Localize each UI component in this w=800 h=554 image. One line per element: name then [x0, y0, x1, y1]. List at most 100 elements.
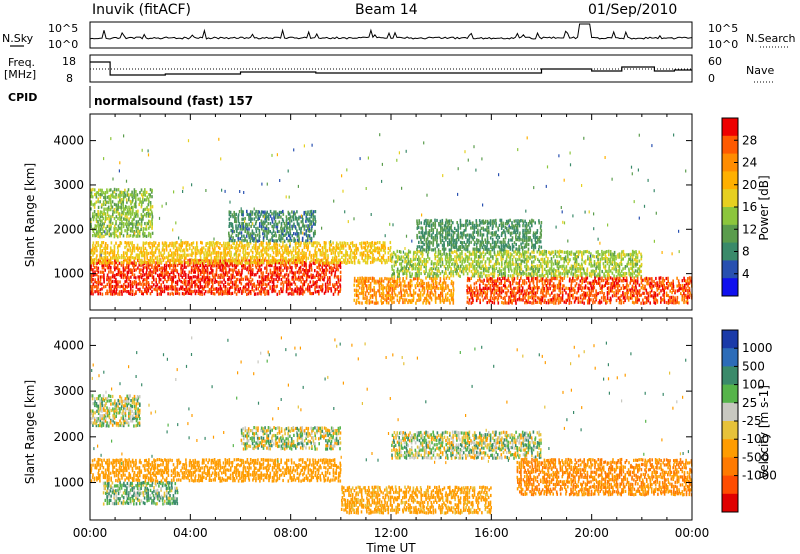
heatmap-cell — [99, 270, 102, 274]
heatmap-cell — [511, 274, 514, 278]
heatmap-cell — [342, 253, 345, 257]
heatmap-cell — [216, 290, 218, 294]
heatmap-cell — [536, 272, 538, 276]
heatmap-cell — [226, 253, 228, 257]
heatmap-cell — [260, 225, 263, 229]
heatmap-cell — [460, 270, 463, 274]
heatmap-cell — [445, 252, 448, 256]
heatmap-cell — [274, 258, 277, 262]
heatmap-cell — [516, 272, 519, 276]
heatmap-cell — [396, 267, 399, 271]
heatmap-cell — [271, 263, 273, 268]
heatmap-cell — [131, 248, 134, 253]
heatmap-cell — [169, 263, 171, 268]
heatmap-cell — [133, 215, 136, 219]
heatmap-cell — [285, 215, 288, 219]
heatmap-cell — [244, 289, 247, 294]
heatmap-cell — [221, 269, 223, 273]
heatmap-cell — [255, 254, 257, 258]
heatmap-cell — [120, 227, 123, 231]
heatmap-cell — [432, 262, 435, 266]
heatmap-cell — [241, 271, 243, 275]
heatmap-cell — [131, 268, 133, 272]
heatmap-cell — [404, 260, 406, 264]
heatmap-cell — [154, 268, 157, 272]
heatmap-cell — [429, 294, 431, 298]
heatmap-cell — [354, 253, 356, 257]
heatmap-cell — [260, 275, 263, 279]
heatmap-cell — [582, 267, 585, 271]
heatmap-cell — [369, 255, 372, 259]
heatmap-cell — [622, 249, 625, 254]
heatmap-cell — [624, 253, 626, 257]
heatmap-cell — [117, 284, 119, 289]
heatmap-cell — [294, 271, 296, 275]
heatmap-cell — [366, 245, 369, 249]
heatmap-cell — [419, 293, 422, 297]
heatmap-cell — [326, 261, 329, 265]
heatmap-cell — [547, 261, 549, 265]
heatmap-cell — [500, 291, 503, 295]
heatmap-cell — [433, 264, 435, 268]
heatmap-cell — [124, 256, 126, 260]
heatmap-cell — [277, 259, 279, 263]
heatmap-cell — [254, 233, 257, 237]
heatmap-cell — [316, 270, 318, 274]
heatmap-cell — [219, 256, 222, 260]
heatmap-cell — [140, 219, 143, 223]
heatmap-cell — [357, 293, 359, 297]
heatmap-cell — [208, 280, 211, 284]
heatmap-cell — [149, 214, 151, 218]
heatmap-cell — [130, 275, 132, 279]
heatmap-cell — [108, 266, 110, 270]
heatmap-cell — [93, 285, 96, 289]
heatmap-cell — [199, 253, 202, 257]
heatmap-cell — [227, 290, 229, 294]
heatmap-cell — [96, 287, 98, 291]
heatmap-cell — [321, 265, 323, 269]
heatmap-cell — [149, 232, 152, 236]
heatmap-cell — [330, 287, 332, 291]
heatmap-cell — [547, 250, 550, 254]
heatmap-cell — [295, 217, 297, 221]
heatmap-cell — [287, 239, 290, 243]
heatmap-cell — [135, 214, 137, 218]
heatmap-cell — [129, 279, 132, 284]
heatmap-cell — [108, 224, 110, 228]
heatmap-cell — [551, 300, 553, 304]
heatmap-cell — [289, 242, 291, 246]
heatmap-cell — [361, 251, 363, 255]
heatmap-cell — [281, 253, 284, 257]
heatmap-cell — [97, 219, 99, 223]
heatmap-cell — [126, 272, 129, 276]
heatmap-cell — [145, 260, 148, 264]
heatmap-cell — [178, 287, 181, 291]
heatmap-cell — [603, 272, 605, 276]
heatmap-cell — [137, 226, 139, 230]
heatmap-cell — [301, 287, 304, 291]
heatmap-cell — [226, 273, 229, 277]
heatmap-cell — [497, 293, 499, 297]
heatmap-cell — [238, 270, 241, 275]
heatmap-cell — [271, 273, 273, 277]
heatmap-cell — [483, 278, 485, 282]
heatmap-cell — [264, 292, 266, 296]
heatmap-cell — [574, 260, 577, 264]
heatmap-cell — [180, 266, 182, 270]
heatmap-cell — [178, 275, 180, 280]
heatmap-cell — [615, 264, 617, 269]
heatmap-cell — [521, 289, 524, 293]
heatmap-cell — [117, 245, 119, 250]
heatmap-cell — [291, 290, 293, 294]
heatmap-cell — [288, 217, 290, 221]
heatmap-cell — [479, 293, 481, 297]
heatmap-cell — [275, 213, 277, 217]
heatmap-cell — [529, 300, 531, 305]
heatmap-cell — [282, 241, 284, 245]
heatmap-cell — [325, 253, 327, 257]
heatmap-cell — [246, 292, 248, 296]
heatmap-cell — [533, 260, 535, 264]
heatmap-cell — [211, 271, 214, 275]
heatmap-cell — [414, 284, 417, 288]
heatmap-cell — [292, 256, 295, 260]
